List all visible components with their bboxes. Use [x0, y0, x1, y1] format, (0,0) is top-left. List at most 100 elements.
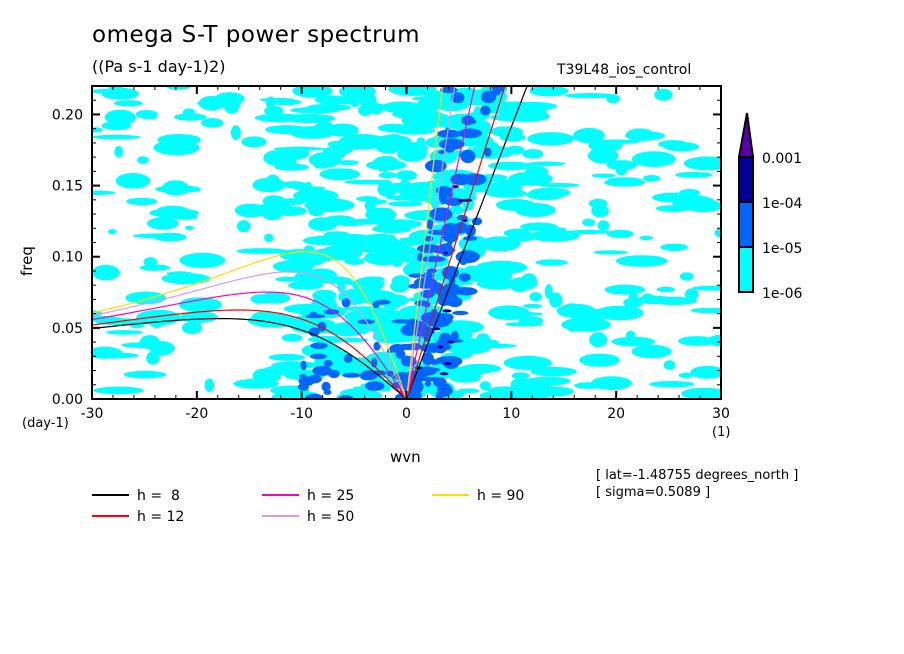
- rossby-curve-h50: [92, 271, 408, 399]
- rossby-curve-h90: [92, 251, 408, 399]
- power-blob: [273, 260, 314, 273]
- power-blob: [185, 225, 194, 231]
- kelvin-curve-h25: [405, 86, 476, 399]
- power-blob: [530, 366, 577, 377]
- colorbar-segment: [738, 201, 754, 248]
- colorbar-label: 0.001: [762, 151, 802, 167]
- chart-title: omega S-T power spectrum: [92, 22, 421, 48]
- power-blob: [476, 333, 490, 344]
- power-blob: [343, 138, 393, 146]
- power-blob: [166, 271, 193, 276]
- power-blob: [126, 197, 158, 206]
- power-blob-high: [455, 250, 480, 264]
- power-blob: [649, 381, 695, 388]
- power-blob: [376, 219, 422, 229]
- x-tick-label: -30: [81, 406, 104, 422]
- chart-units: ((Pa s-1 day-1)2): [92, 57, 226, 76]
- power-blob: [364, 250, 403, 266]
- power-blob: [503, 355, 552, 370]
- power-blob-high: [424, 379, 431, 387]
- power-blob-high: [484, 147, 492, 157]
- power-blob: [511, 372, 530, 380]
- power-blob: [564, 93, 616, 99]
- power-blob-high: [391, 319, 412, 324]
- power-blob: [113, 100, 143, 107]
- y-tick-label: 0.05: [52, 321, 83, 337]
- run-label: T39L48_ios_control: [557, 62, 692, 78]
- power-blob: [93, 386, 144, 395]
- power-blob: [606, 229, 634, 238]
- power-blob-high: [299, 374, 307, 379]
- power-blob: [535, 259, 568, 266]
- power-blob-high: [420, 289, 435, 299]
- power-blob: [660, 243, 688, 251]
- power-blob: [181, 321, 203, 334]
- power-blob: [642, 293, 654, 300]
- power-blob: [305, 103, 352, 112]
- power-blob-max: [462, 198, 473, 202]
- x-tick-label: -20: [185, 406, 208, 422]
- power-blob: [518, 316, 544, 326]
- power-blob: [509, 277, 531, 293]
- sigma-annotation: [ sigma=0.5089 ]: [596, 485, 711, 500]
- power-blob: [450, 188, 462, 198]
- power-blob: [268, 353, 305, 361]
- y-axis-unit: (day-1): [22, 416, 69, 431]
- power-blob: [200, 118, 224, 128]
- power-blob: [656, 286, 676, 293]
- power-blob: [603, 178, 646, 187]
- power-blob: [241, 136, 267, 148]
- colorbar-segment: [738, 246, 754, 293]
- power-blob: [595, 305, 644, 321]
- power-blob: [369, 102, 384, 115]
- power-blob: [314, 95, 349, 105]
- x-axis-unit: (1): [712, 425, 731, 440]
- power-blob: [634, 295, 675, 304]
- power-blob: [397, 147, 428, 162]
- power-blob-max: [439, 372, 449, 376]
- power-blob: [674, 171, 713, 178]
- power-blob-high: [323, 389, 332, 395]
- power-blob: [573, 127, 605, 144]
- power-blob: [399, 237, 425, 242]
- colorbar-label: 1e-04: [762, 196, 802, 212]
- legend-label-h50: h = 50: [307, 509, 354, 525]
- power-blob: [654, 88, 673, 101]
- power-blob-high: [341, 298, 351, 308]
- power-blob: [135, 110, 158, 119]
- power-blob: [289, 126, 336, 139]
- power-blob: [566, 229, 611, 234]
- power-blob: [587, 147, 619, 164]
- colorbar-segment: [738, 156, 754, 203]
- power-blob: [349, 386, 368, 399]
- power-blob: [683, 199, 721, 213]
- power-blob: [387, 201, 423, 207]
- power-blob: [344, 88, 360, 101]
- power-blob: [264, 105, 284, 116]
- power-blob: [388, 86, 437, 96]
- power-blob: [153, 140, 200, 156]
- power-blob-high: [441, 317, 453, 324]
- power-blob: [322, 146, 354, 155]
- power-blob-high: [437, 287, 446, 301]
- power-blob: [386, 194, 429, 201]
- power-blob: [123, 370, 167, 379]
- power-blob: [624, 131, 666, 141]
- colorbar-extend-arrow: [737, 112, 755, 158]
- power-blob: [690, 307, 721, 314]
- power-blob: [308, 217, 338, 232]
- power-blob: [593, 250, 628, 255]
- power-blob-high: [480, 105, 491, 116]
- power-blob: [153, 232, 187, 242]
- power-blob: [431, 198, 440, 210]
- power-blob: [503, 110, 550, 122]
- power-blob-high: [300, 360, 307, 371]
- power-blob-high: [416, 366, 437, 376]
- power-blob-high: [435, 389, 444, 399]
- power-blob: [137, 156, 149, 165]
- power-blob: [321, 232, 344, 244]
- power-blob: [161, 273, 211, 285]
- power-blob: [173, 214, 198, 220]
- power-blob: [147, 217, 179, 230]
